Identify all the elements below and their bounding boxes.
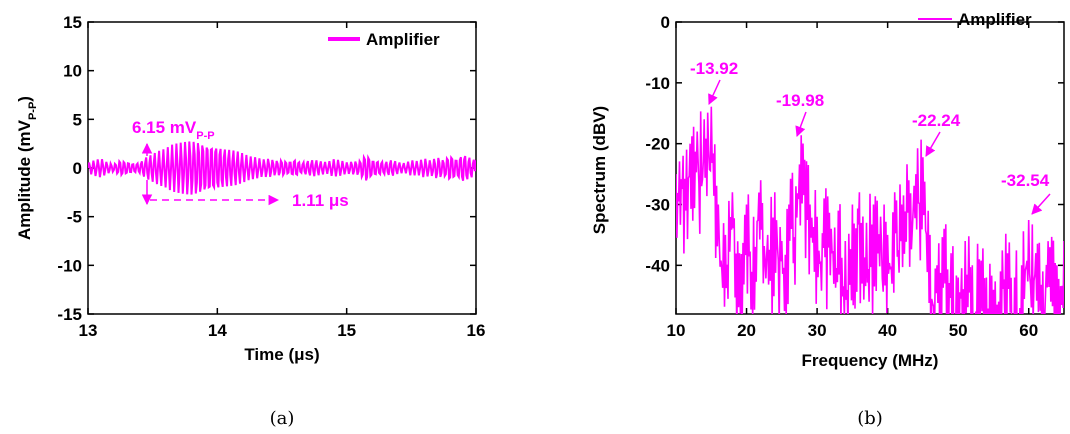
chart-0-x-tick-label: 14 — [208, 321, 227, 340]
chart-0-x-tick-label: 13 — [79, 321, 98, 340]
chart-1-x-tick-label: 50 — [949, 321, 968, 340]
legend-label-a: Amplifier — [366, 30, 440, 49]
chart-1-y-tick-label: -30 — [645, 196, 670, 215]
y-axis-label-b: Spectrum (dBV) — [590, 106, 609, 234]
x-axis-label-b: Frequency (MHz) — [802, 351, 939, 370]
chart-0-y-tick-label: -10 — [57, 256, 82, 275]
chart-1-x-tick-label: 40 — [878, 321, 897, 340]
peak-arrow-2 — [795, 111, 807, 137]
plot-frame-b — [675, 21, 1065, 315]
peak-label-3: -22.24 — [912, 111, 961, 130]
chart-0-y-tick-label: 0 — [73, 159, 82, 178]
peak-label-4: -32.54 — [1001, 171, 1050, 190]
y-axis-label-a: Amplitude (mVP-P) — [15, 96, 39, 240]
legend-label-b: Amplifier — [958, 10, 1032, 29]
peak-arrow-4 — [1031, 193, 1051, 215]
chart-0-y-tick-label: 5 — [73, 110, 82, 129]
chart-1-y-tick-label: -20 — [645, 135, 670, 154]
chart-0-y-tick-label: 15 — [63, 13, 82, 32]
chart-0-y-tick-label: -15 — [57, 305, 82, 324]
chart-b: 10 20 30 40 50 60 0 -10 -20 -30 -40 Amplifier -13.… — [590, 10, 1065, 429]
chart-1-x-tick-label: 10 — [667, 321, 686, 340]
chart-1-x-tick-label: 20 — [737, 321, 756, 340]
x-axis-label-a: Time (μs) — [244, 345, 319, 364]
chart-1-x-tick-label: 60 — [1019, 321, 1038, 340]
panel-label-b: (b) — [857, 408, 883, 429]
annotation-duration: 1.11 μs — [292, 191, 349, 210]
chart-0-x-tick-label: 16 — [467, 321, 486, 340]
chart-0-x-tick-label: 15 — [337, 321, 356, 340]
chart-a: 13 14 15 16 -15 -10 -5 0 5 10 15 Amplifier 6.15 mV… — [15, 13, 485, 429]
chart-1-y-tick-label: -10 — [645, 74, 670, 93]
peak-label-2: -19.98 — [776, 91, 824, 110]
peak-arrow-1 — [708, 79, 721, 105]
series-line-amplifier-b — [676, 106, 1064, 314]
peak-arrow-3 — [925, 131, 941, 157]
panel-label-a: (a) — [270, 408, 295, 429]
annotation-amplitude: 6.15 mVP-P — [132, 118, 215, 142]
chart-1-y-tick-label: -40 — [645, 256, 670, 275]
series-line-amplifier-a — [88, 141, 476, 195]
chart-1-x-tick-label: 30 — [808, 321, 827, 340]
peak-label-1: -13.92 — [690, 59, 738, 78]
chart-0-y-tick-label: 10 — [63, 62, 82, 81]
chart-1-y-tick-label: 0 — [661, 13, 670, 32]
chart-0-y-tick-label: -5 — [67, 208, 82, 227]
